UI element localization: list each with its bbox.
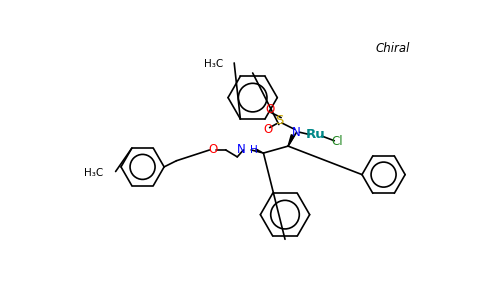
Text: H₃C: H₃C — [204, 59, 224, 70]
Text: S: S — [274, 114, 283, 127]
Polygon shape — [288, 135, 294, 146]
Text: H₃C: H₃C — [84, 168, 103, 178]
Text: Chiral: Chiral — [376, 42, 410, 55]
Text: N: N — [292, 126, 301, 139]
Text: H: H — [250, 145, 258, 155]
Text: Cl: Cl — [332, 135, 343, 148]
Text: O: O — [208, 143, 217, 157]
Text: Ru: Ru — [306, 128, 326, 141]
Text: O: O — [266, 103, 275, 116]
Text: N: N — [237, 143, 246, 157]
Text: O: O — [263, 123, 272, 136]
